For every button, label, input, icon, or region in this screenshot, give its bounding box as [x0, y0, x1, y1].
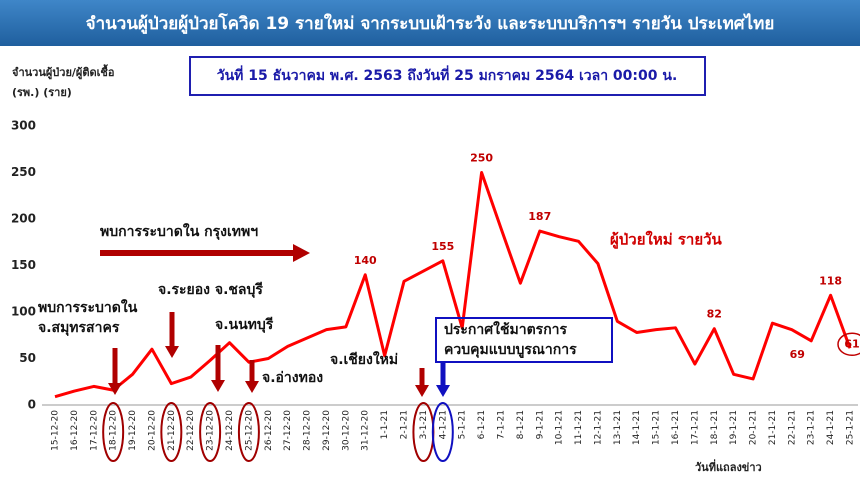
- data-label: 118: [819, 274, 842, 287]
- x-tick-label: 11-1-21: [574, 410, 584, 445]
- x-tick-label: 20-1-21: [749, 410, 759, 445]
- x-tick-label: 3-1-21: [419, 410, 429, 439]
- data-label: 250: [470, 152, 493, 165]
- x-tick-label: 17-12-20: [89, 410, 99, 451]
- x-tick-label: 24-12-20: [225, 410, 235, 451]
- arrow-head: [293, 244, 310, 262]
- x-tick-label: 16-12-20: [70, 410, 80, 451]
- arrow-head: [108, 383, 122, 395]
- data-label: 140: [354, 254, 377, 267]
- x-tick-label: 29-12-20: [322, 410, 332, 451]
- arrow-head: [211, 380, 225, 392]
- annotation: พบการระบาดใน: [38, 298, 138, 316]
- x-tick-label: 5-1-21: [458, 410, 468, 439]
- series-label: ผู้ป่วยใหม่ รายวัน: [610, 231, 723, 250]
- chart-title: จำนวนผู้ป่วยผู้ป่วยโควิด 19 รายใหม่ จากร…: [86, 13, 775, 35]
- annotation: จ.ระยอง จ.ชลบุรี: [158, 282, 263, 298]
- x-tick-label: 21-12-20: [167, 410, 177, 451]
- annotation: ประกาศใช้มาตรการ: [444, 320, 568, 338]
- x-tick-label: 16-1-21: [671, 410, 681, 445]
- x-tick-label: 7-1-21: [496, 410, 506, 439]
- y-tick-label: 50: [19, 351, 36, 365]
- data-label: 155: [431, 240, 454, 253]
- arrow-head: [436, 385, 450, 397]
- y-axis-label: จำนวนผู้ป่วย/ผู้ติดเชื้อ: [12, 64, 114, 80]
- y-tick-label: 150: [11, 258, 36, 272]
- y-tick-label: 200: [11, 212, 36, 226]
- x-tick-label: 25-1-21: [846, 410, 856, 445]
- date-highlight: [237, 402, 260, 462]
- y-tick-label: 100: [11, 305, 36, 319]
- annotation: จ.สมุทรสาคร: [38, 320, 120, 336]
- x-tick-label: 22-1-21: [787, 410, 797, 445]
- x-tick-label: 15-1-21: [652, 410, 662, 445]
- annotation: ควบคุมแบบบูรณาการ: [444, 342, 577, 358]
- x-tick-label: 13-1-21: [613, 410, 623, 445]
- x-tick-label: 4-1-21: [438, 410, 448, 439]
- annotation: จ.อ่างทอง: [262, 370, 323, 386]
- data-label: 61: [844, 337, 859, 350]
- x-tick-label: 26-12-20: [264, 410, 274, 451]
- date-highlight: [199, 402, 222, 462]
- x-tick-label: 31-12-20: [361, 410, 371, 451]
- x-tick-label: 9-1-21: [535, 410, 545, 439]
- subtitle-box: [189, 56, 706, 96]
- arrow-head: [415, 385, 429, 397]
- label-highlight: [837, 332, 860, 357]
- x-tick-label: 6-1-21: [477, 410, 487, 439]
- x-tick-label: 23-1-21: [807, 410, 817, 445]
- y-tick-label: 0: [28, 398, 36, 412]
- y-tick-label: 300: [11, 119, 36, 133]
- x-tick-label: 19-12-20: [128, 410, 138, 451]
- x-tick-label: 12-1-21: [593, 410, 603, 445]
- x-tick-label: 22-12-20: [186, 410, 196, 451]
- data-label: 69: [790, 348, 805, 361]
- annotation-box: [435, 317, 613, 363]
- arrow-head: [245, 381, 259, 393]
- date-highlight: [160, 402, 183, 462]
- x-tick-label: 8-1-21: [516, 410, 526, 439]
- x-tick-label: 14-1-21: [632, 410, 642, 445]
- date-highlight: [102, 402, 125, 462]
- x-tick-label: 10-1-21: [555, 410, 565, 445]
- y-axis-label: (รพ.) (ราย): [12, 86, 72, 99]
- data-label: 187: [528, 210, 551, 223]
- x-tick-label: 23-12-20: [206, 410, 216, 451]
- x-tick-label: 19-1-21: [729, 410, 739, 445]
- x-tick-label: 18-12-20: [109, 410, 119, 451]
- y-tick-label: 250: [11, 165, 36, 179]
- date-highlight: [431, 402, 454, 462]
- x-tick-label: 27-12-20: [283, 410, 293, 451]
- x-tick-label: 18-1-21: [710, 410, 720, 445]
- series-line: [54, 171, 852, 399]
- subtitle: วันที่ 15 ธันวาคม พ.ศ. 2563 ถึงวันที่ 25…: [217, 65, 678, 84]
- x-tick-label: 2-1-21: [400, 410, 410, 439]
- x-tick-label: 15-12-20: [51, 410, 61, 451]
- annotation: จ.เชียงใหม่: [330, 350, 398, 368]
- arrow-head: [165, 346, 179, 358]
- x-tick-label: 1-1-21: [380, 410, 390, 439]
- x-tick-label: 25-12-20: [244, 410, 254, 451]
- data-label: 82: [707, 308, 722, 321]
- annotation: พบการระบาดใน กรุงเทพฯ: [100, 222, 258, 240]
- annotation: จ.นนทบุรี: [215, 317, 274, 333]
- header-bar: [0, 0, 860, 46]
- x-tick-label: 30-12-20: [341, 410, 351, 451]
- x-tick-label: 21-1-21: [768, 410, 778, 445]
- x-axis-label: วันที่แถลงข่าว: [695, 459, 762, 474]
- x-tick-label: 28-12-20: [303, 410, 313, 451]
- x-tick-label: 17-1-21: [690, 410, 700, 445]
- x-tick-label: 20-12-20: [147, 410, 157, 451]
- x-tick-label: 24-1-21: [826, 410, 836, 445]
